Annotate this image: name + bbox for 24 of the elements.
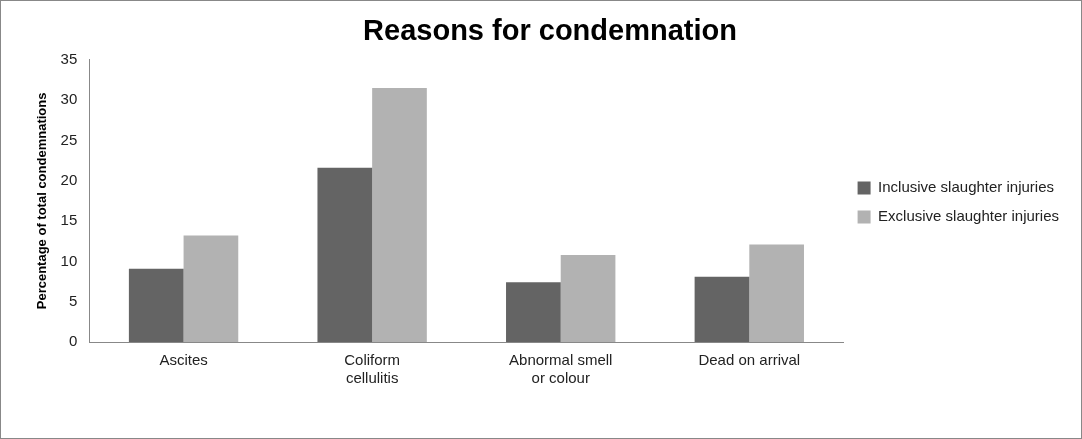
x-tick-label: Coliform cellulitis [344, 351, 401, 387]
bar [372, 88, 427, 342]
bar [560, 254, 616, 342]
x-tick-label: Ascites [159, 351, 208, 369]
legend-label: Inclusive slaughter injuries [878, 178, 1055, 196]
y-tick-label: 15 [60, 211, 78, 229]
y-tick-label: 5 [68, 291, 78, 309]
bar [694, 276, 750, 342]
y-axis-title: Percentage of total condemnations [34, 92, 50, 310]
y-tick-label: 30 [60, 90, 78, 108]
bar [128, 268, 184, 342]
bar [183, 235, 239, 342]
y-tick-label: 25 [60, 130, 78, 148]
chart-title: Reasons for condemnation [363, 14, 737, 47]
bar [749, 244, 804, 342]
bar [317, 167, 373, 342]
y-tick-label: 20 [60, 170, 78, 188]
y-tick-label: 0 [68, 332, 78, 350]
x-tick-label: Abnormal smell or colour [509, 351, 613, 387]
x-tick-label: Dead on arrival [698, 351, 801, 369]
bar [506, 282, 561, 342]
y-tick-label: 10 [60, 251, 78, 269]
y-tick-label: 35 [60, 49, 78, 67]
legend-label: Exclusive slaughter injuries [878, 207, 1060, 225]
